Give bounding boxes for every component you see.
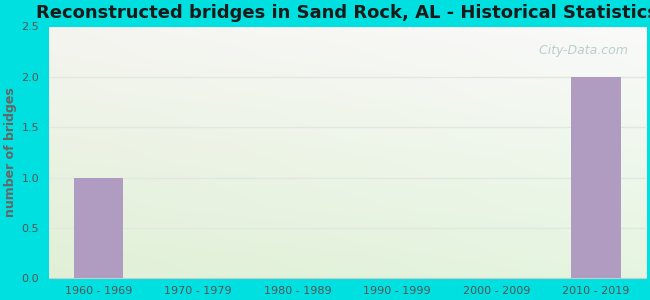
Bar (571, 77, 621, 278)
Title: Reconstructed bridges in Sand Rock, AL - Historical Statistics: Reconstructed bridges in Sand Rock, AL -… (36, 4, 650, 22)
Y-axis label: number of bridges: number of bridges (4, 88, 17, 217)
Text: City-Data.com: City-Data.com (531, 44, 628, 57)
Bar (73, 178, 124, 278)
